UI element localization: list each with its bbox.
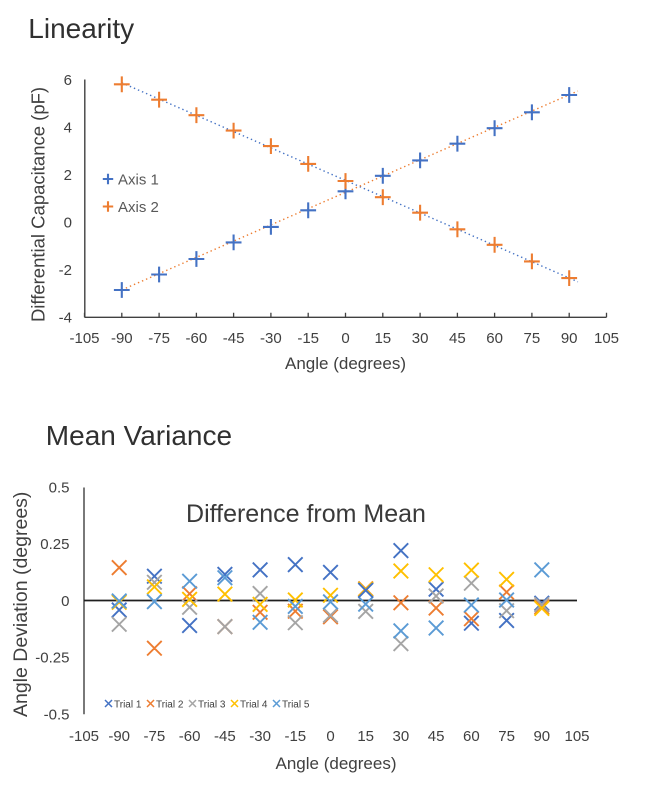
svg-text:Trial 1: Trial 1: [114, 700, 142, 711]
svg-text:-30: -30: [260, 330, 282, 347]
svg-text:105: 105: [594, 330, 619, 347]
svg-text:Angle (degrees): Angle (degrees): [285, 354, 406, 373]
svg-text:90: 90: [533, 728, 550, 745]
svg-text:45: 45: [428, 728, 445, 745]
svg-text:-4: -4: [59, 310, 72, 327]
svg-text:30: 30: [393, 728, 410, 745]
svg-text:-105: -105: [69, 330, 99, 347]
svg-text:-75: -75: [148, 330, 170, 347]
svg-text:90: 90: [561, 330, 578, 347]
svg-text:75: 75: [524, 330, 541, 347]
svg-text:-90: -90: [111, 330, 133, 347]
svg-text:-0.25: -0.25: [35, 650, 69, 667]
svg-text:Trial 5: Trial 5: [282, 700, 310, 711]
svg-text:6: 6: [64, 72, 72, 89]
svg-text:0: 0: [326, 728, 334, 745]
svg-text:Angle Deviation (degrees): Angle Deviation (degrees): [10, 492, 32, 717]
svg-text:-75: -75: [144, 728, 166, 745]
svg-text:Trial 3: Trial 3: [198, 700, 226, 711]
svg-text:30: 30: [412, 330, 429, 347]
svg-text:Axis 2: Axis 2: [118, 199, 159, 216]
svg-text:Mean Variance: Mean Variance: [46, 420, 232, 451]
svg-text:2: 2: [64, 167, 72, 184]
svg-text:105: 105: [564, 728, 589, 745]
svg-text:0: 0: [61, 593, 69, 610]
svg-text:45: 45: [449, 330, 466, 347]
svg-text:75: 75: [498, 728, 515, 745]
svg-text:0: 0: [341, 330, 349, 347]
svg-text:Trial 2: Trial 2: [156, 700, 184, 711]
svg-text:4: 4: [64, 119, 72, 136]
svg-text:-90: -90: [108, 728, 130, 745]
svg-text:-0.5: -0.5: [44, 706, 70, 723]
svg-text:60: 60: [463, 728, 480, 745]
svg-text:-60: -60: [186, 330, 208, 347]
svg-text:0: 0: [64, 215, 72, 232]
svg-text:-15: -15: [284, 728, 306, 745]
svg-text:Axis 1: Axis 1: [118, 171, 159, 188]
svg-text:Linearity: Linearity: [28, 13, 134, 44]
svg-text:0.25: 0.25: [40, 536, 69, 553]
svg-text:-2: -2: [59, 262, 72, 279]
svg-text:-30: -30: [249, 728, 271, 745]
svg-text:-45: -45: [223, 330, 245, 347]
svg-text:-15: -15: [297, 330, 319, 347]
svg-text:Angle (degrees): Angle (degrees): [276, 754, 397, 773]
svg-text:Trial 4: Trial 4: [240, 700, 268, 711]
svg-text:15: 15: [374, 330, 391, 347]
svg-text:-105: -105: [69, 728, 99, 745]
svg-text:0.5: 0.5: [49, 479, 70, 496]
svg-text:-45: -45: [214, 728, 236, 745]
svg-text:-60: -60: [179, 728, 201, 745]
svg-text:60: 60: [486, 330, 503, 347]
svg-text:Differential Capacitance (pF): Differential Capacitance (pF): [28, 87, 49, 322]
svg-text:15: 15: [357, 728, 374, 745]
svg-text:Difference from Mean: Difference from Mean: [186, 500, 426, 528]
